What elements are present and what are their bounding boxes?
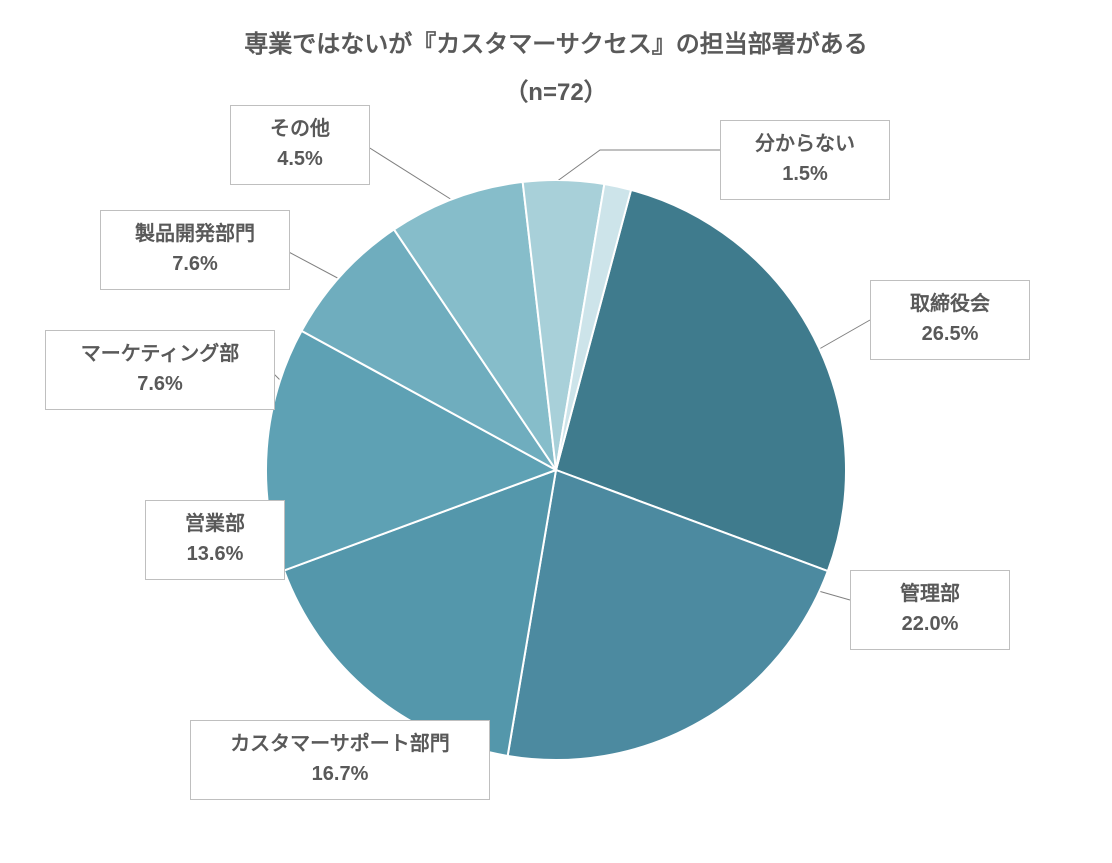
slice-label-value: 4.5%	[247, 144, 353, 174]
slice-label-value: 1.5%	[737, 159, 873, 189]
slice-label: 製品開発部門7.6%	[100, 210, 290, 290]
slice-label: 管理部22.0%	[850, 570, 1010, 650]
slice-label-name: マーケティング部	[62, 339, 258, 369]
slice-label-name: 営業部	[162, 509, 268, 539]
slice-label-name: 分からない	[737, 129, 873, 159]
slice-label: 取締役会26.5%	[870, 280, 1030, 360]
chart-title: 専業ではないが『カスタマーサクセス』の担当部署がある	[0, 24, 1112, 59]
slice-label-value: 7.6%	[117, 249, 273, 279]
slice-label-value: 16.7%	[207, 759, 473, 789]
slice-label: 営業部13.6%	[145, 500, 285, 580]
slice-label: 分からない1.5%	[720, 120, 890, 200]
slice-label-value: 26.5%	[887, 319, 1013, 349]
slice-label-name: 製品開発部門	[117, 219, 273, 249]
slice-label-value: 22.0%	[867, 609, 993, 639]
slice-label: その他4.5%	[230, 105, 370, 185]
pie-svg	[266, 180, 846, 760]
slice-label: マーケティング部7.6%	[45, 330, 275, 410]
slice-label-name: その他	[247, 114, 353, 144]
slice-label-name: 取締役会	[887, 289, 1013, 319]
chart-container: 専業ではないが『カスタマーサクセス』の担当部署がある （n=72） 取締役会26…	[0, 0, 1112, 863]
slice-label: カスタマーサポート部門16.7%	[190, 720, 490, 800]
slice-label-name: 管理部	[867, 579, 993, 609]
chart-subtitle: （n=72）	[0, 72, 1112, 107]
slice-label-name: カスタマーサポート部門	[207, 729, 473, 759]
pie-chart	[266, 180, 846, 765]
slice-label-value: 13.6%	[162, 539, 268, 569]
slice-label-value: 7.6%	[62, 369, 258, 399]
